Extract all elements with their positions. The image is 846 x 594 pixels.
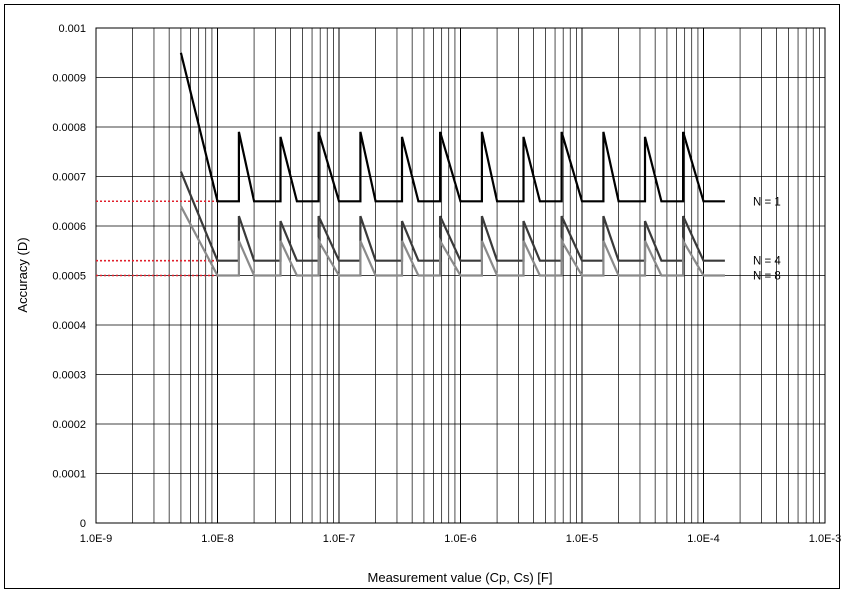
series-line bbox=[179, 205, 725, 277]
x-axis-title: Measurement value (Cp, Cs) [F] bbox=[368, 570, 553, 585]
series-labels: N = 1 N = 4 N = 8 bbox=[753, 196, 781, 282]
x-tick-label: 1.0E-9 bbox=[80, 533, 112, 545]
x-tick-label: 1.0E-7 bbox=[323, 533, 355, 545]
y-tick-label: 0.0008 bbox=[52, 122, 86, 134]
tick-labels: 0 0.0001 0.0002 0.0003 0.0004 0.0005 0.0006 0.0… bbox=[52, 23, 841, 545]
y-tick-label: 0.0002 bbox=[52, 419, 86, 431]
series-line bbox=[179, 52, 725, 203]
series-lines bbox=[179, 52, 725, 277]
y-tick-label: 0.0006 bbox=[52, 221, 86, 233]
x-tick-label: 1.0E-5 bbox=[566, 533, 598, 545]
reference-lines bbox=[96, 200, 218, 277]
y-tick-label: 0.0004 bbox=[52, 320, 86, 332]
y-tick-label: 0.001 bbox=[58, 23, 86, 35]
x-tick-label: 1.0E-4 bbox=[687, 533, 719, 545]
x-tick-label: 1.0E-6 bbox=[444, 533, 476, 545]
chart-frame bbox=[4, 4, 840, 589]
series-label: N = 1 bbox=[753, 196, 781, 208]
y-tick-label: 0.0001 bbox=[52, 469, 86, 481]
y-axis-title: Accuracy (D) bbox=[15, 237, 30, 312]
y-tick-label: 0.0005 bbox=[52, 271, 86, 283]
x-tick-label: 1.0E-3 bbox=[809, 533, 841, 545]
y-tick-label: 0.0003 bbox=[52, 370, 86, 382]
x-tick-label: 1.0E-8 bbox=[201, 533, 233, 545]
y-tick-label: 0.0007 bbox=[52, 172, 86, 184]
y-tick-label: 0.0009 bbox=[52, 73, 86, 85]
y-tick-label: 0 bbox=[80, 518, 86, 530]
series-line bbox=[179, 171, 725, 262]
series-label: N = 4 bbox=[753, 256, 781, 268]
series-label: N = 8 bbox=[753, 271, 781, 283]
